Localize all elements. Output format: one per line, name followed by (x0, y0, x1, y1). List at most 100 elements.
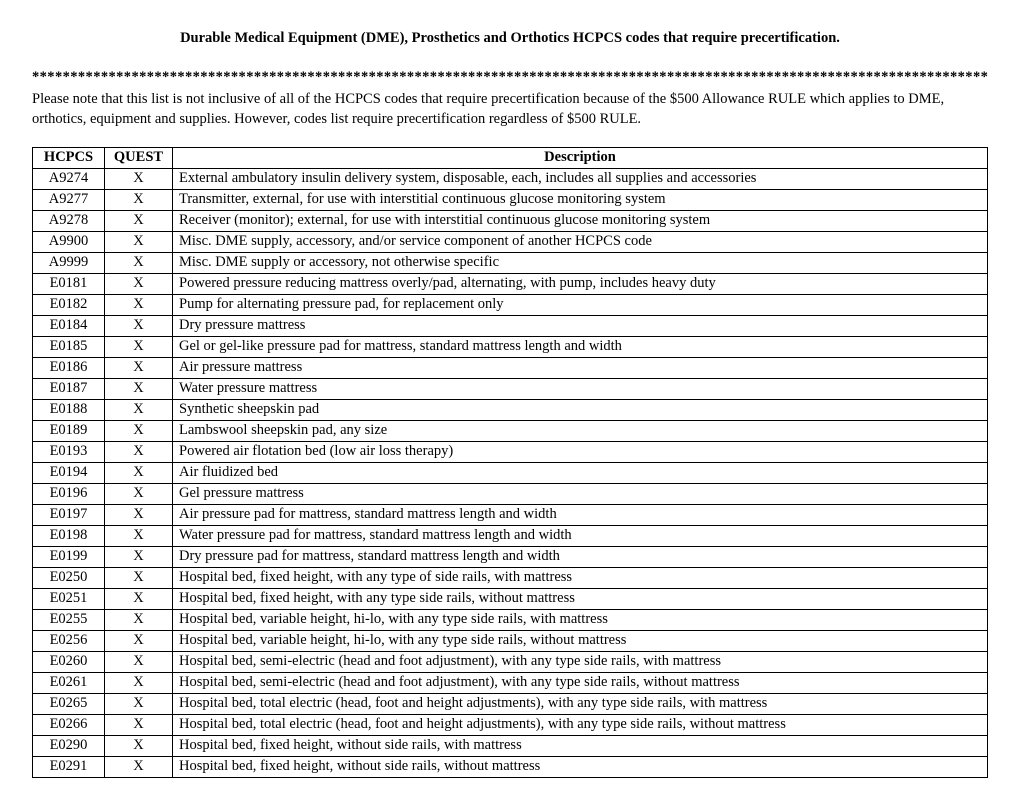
table-row: E0186XAir pressure mattress (33, 358, 988, 379)
cell-description: Hospital bed, fixed height, with any typ… (173, 589, 988, 610)
table-row: E0250XHospital bed, fixed height, with a… (33, 568, 988, 589)
cell-description: Air pressure mattress (173, 358, 988, 379)
cell-description: Gel or gel-like pressure pad for mattres… (173, 337, 988, 358)
cell-quest: X (105, 673, 173, 694)
cell-description: Air fluidized bed (173, 463, 988, 484)
cell-hcpcs: E0187 (33, 379, 105, 400)
table-row: E0193XPowered air flotation bed (low air… (33, 442, 988, 463)
table-row: E0181XPowered pressure reducing mattress… (33, 274, 988, 295)
table-row: E0290XHospital bed, fixed height, withou… (33, 736, 988, 757)
cell-quest: X (105, 253, 173, 274)
table-row: A9900XMisc. DME supply, accessory, and/o… (33, 232, 988, 253)
note-text: Please note that this list is not inclus… (32, 90, 988, 129)
cell-hcpcs: E0198 (33, 526, 105, 547)
table-row: E0182XPump for alternating pressure pad,… (33, 295, 988, 316)
table-header-row: HCPCS QUEST Description (33, 148, 988, 169)
cell-hcpcs: E0185 (33, 337, 105, 358)
cell-quest: X (105, 211, 173, 232)
cell-hcpcs: E0197 (33, 505, 105, 526)
cell-hcpcs: E0182 (33, 295, 105, 316)
cell-quest: X (105, 463, 173, 484)
cell-quest: X (105, 694, 173, 715)
table-row: E0265XHospital bed, total electric (head… (33, 694, 988, 715)
table-row: E0260XHospital bed, semi-electric (head … (33, 652, 988, 673)
cell-hcpcs: E0261 (33, 673, 105, 694)
cell-hcpcs: E0194 (33, 463, 105, 484)
table-row: E0197XAir pressure pad for mattress, sta… (33, 505, 988, 526)
cell-description: Hospital bed, variable height, hi-lo, wi… (173, 631, 988, 652)
cell-quest: X (105, 337, 173, 358)
table-row: E0256XHospital bed, variable height, hi-… (33, 631, 988, 652)
cell-description: Hospital bed, semi-electric (head and fo… (173, 673, 988, 694)
cell-quest: X (105, 421, 173, 442)
cell-hcpcs: E0186 (33, 358, 105, 379)
cell-description: Pump for alternating pressure pad, for r… (173, 295, 988, 316)
cell-quest: X (105, 505, 173, 526)
cell-hcpcs: E0265 (33, 694, 105, 715)
cell-quest: X (105, 400, 173, 421)
cell-hcpcs: A9274 (33, 169, 105, 190)
cell-description: Hospital bed, fixed height, without side… (173, 757, 988, 778)
cell-quest: X (105, 442, 173, 463)
col-description: Description (173, 148, 988, 169)
cell-quest: X (105, 295, 173, 316)
cell-description: Hospital bed, fixed height, without side… (173, 736, 988, 757)
table-row: E0188XSynthetic sheepskin pad (33, 400, 988, 421)
cell-hcpcs: E0260 (33, 652, 105, 673)
cell-description: Misc. DME supply or accessory, not other… (173, 253, 988, 274)
cell-quest: X (105, 358, 173, 379)
cell-description: Synthetic sheepskin pad (173, 400, 988, 421)
cell-description: Powered pressure reducing mattress overl… (173, 274, 988, 295)
cell-hcpcs: E0188 (33, 400, 105, 421)
table-row: E0189XLambswool sheepskin pad, any size (33, 421, 988, 442)
table-row: E0185XGel or gel-like pressure pad for m… (33, 337, 988, 358)
cell-description: Air pressure pad for mattress, standard … (173, 505, 988, 526)
cell-description: Hospital bed, total electric (head, foot… (173, 715, 988, 736)
table-row: E0291XHospital bed, fixed height, withou… (33, 757, 988, 778)
cell-quest: X (105, 232, 173, 253)
cell-description: Hospital bed, variable height, hi-lo, wi… (173, 610, 988, 631)
cell-quest: X (105, 715, 173, 736)
table-row: E0198XWater pressure pad for mattress, s… (33, 526, 988, 547)
cell-quest: X (105, 169, 173, 190)
cell-description: Hospital bed, semi-electric (head and fo… (173, 652, 988, 673)
page-title: Durable Medical Equipment (DME), Prosthe… (32, 30, 988, 47)
cell-hcpcs: A9900 (33, 232, 105, 253)
cell-quest: X (105, 526, 173, 547)
cell-quest: X (105, 484, 173, 505)
cell-hcpcs: E0184 (33, 316, 105, 337)
cell-hcpcs: E0189 (33, 421, 105, 442)
table-row: A9274XExternal ambulatory insulin delive… (33, 169, 988, 190)
cell-quest: X (105, 589, 173, 610)
cell-description: Water pressure mattress (173, 379, 988, 400)
cell-description: Hospital bed, fixed height, with any typ… (173, 568, 988, 589)
cell-hcpcs: A9277 (33, 190, 105, 211)
cell-description: Dry pressure mattress (173, 316, 988, 337)
cell-quest: X (105, 190, 173, 211)
cell-description: Misc. DME supply, accessory, and/or serv… (173, 232, 988, 253)
table-row: E0187XWater pressure mattress (33, 379, 988, 400)
table-row: E0255XHospital bed, variable height, hi-… (33, 610, 988, 631)
cell-quest: X (105, 547, 173, 568)
cell-hcpcs: E0199 (33, 547, 105, 568)
cell-quest: X (105, 757, 173, 778)
cell-description: Powered air flotation bed (low air loss … (173, 442, 988, 463)
cell-description: Dry pressure pad for mattress, standard … (173, 547, 988, 568)
cell-quest: X (105, 568, 173, 589)
table-row: E0194XAir fluidized bed (33, 463, 988, 484)
table-row: A9277XTransmitter, external, for use wit… (33, 190, 988, 211)
table-row: E0184XDry pressure mattress (33, 316, 988, 337)
hcpcs-table: HCPCS QUEST Description A9274XExternal a… (32, 147, 988, 778)
cell-quest: X (105, 736, 173, 757)
cell-quest: X (105, 652, 173, 673)
col-quest: QUEST (105, 148, 173, 169)
cell-description: Hospital bed, total electric (head, foot… (173, 694, 988, 715)
cell-quest: X (105, 274, 173, 295)
cell-hcpcs: E0291 (33, 757, 105, 778)
cell-hcpcs: A9278 (33, 211, 105, 232)
cell-description: Gel pressure mattress (173, 484, 988, 505)
cell-hcpcs: E0251 (33, 589, 105, 610)
col-hcpcs: HCPCS (33, 148, 105, 169)
table-row: A9999XMisc. DME supply or accessory, not… (33, 253, 988, 274)
table-row: E0196XGel pressure mattress (33, 484, 988, 505)
